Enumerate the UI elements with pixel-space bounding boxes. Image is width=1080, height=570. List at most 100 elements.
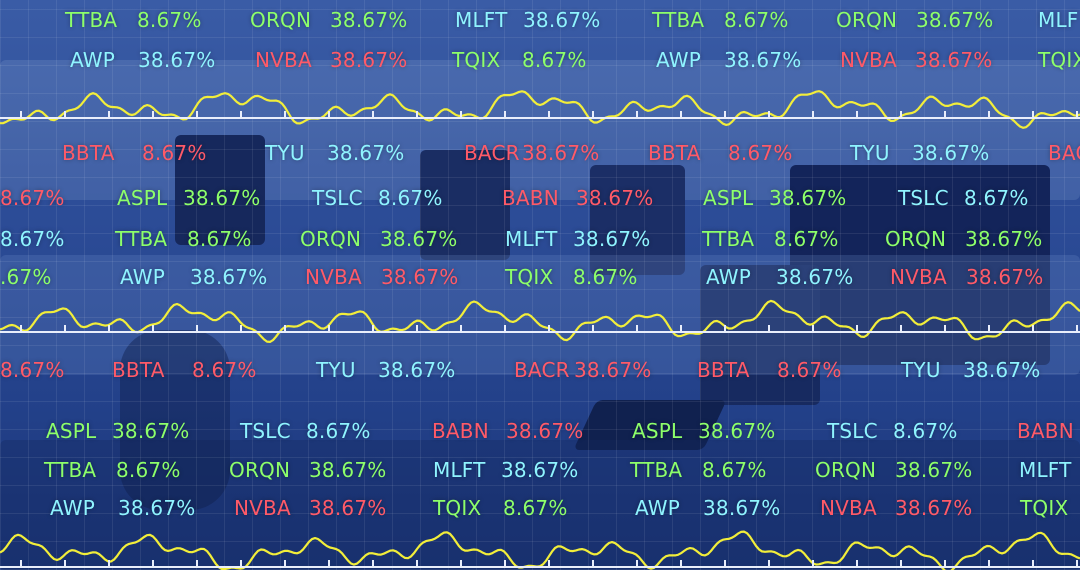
ticker-value: 38.67% [963, 358, 1041, 382]
ticker-value: 38.67% [916, 8, 994, 32]
ticker-item: BABN [1017, 419, 1074, 443]
ticker-symbol: TTBA [652, 8, 705, 32]
price-wave-line [0, 299, 1080, 343]
axis-tick [152, 560, 154, 567]
axis-tick [988, 325, 990, 332]
ticker-item: TTBA 8.67% [44, 458, 180, 482]
ticker-value: 38.67% [523, 8, 601, 32]
ticker-symbol: MLFT [433, 458, 486, 482]
ticker-item: MLFT [1019, 458, 1072, 482]
axis-tick [724, 111, 726, 118]
ticker-symbol: AWP [635, 496, 681, 520]
ticker-item: TSLC 8.67% [312, 186, 442, 210]
ticker-value: 8.67% [187, 227, 252, 251]
axis-tick [856, 325, 858, 332]
ticker-item: TYU 38.67% [316, 358, 455, 382]
ticker-symbol: AWP [50, 496, 96, 520]
ticker-value: 8.67% [893, 419, 958, 443]
ticker-value: 8.67% [137, 8, 202, 32]
ticker-item: AWP 38.67% [50, 496, 195, 520]
ticker-symbol: TYU [265, 141, 305, 165]
ticker-symbol: BABN [1017, 419, 1074, 443]
axis-tick [944, 111, 946, 118]
ticker-symbol: ORQN [300, 227, 362, 251]
ticker-symbol: BACR [464, 141, 520, 165]
ticker-value: 8.67% [192, 358, 257, 382]
axis-tick [548, 325, 550, 332]
ticker-item: NVBA 38.67% [820, 496, 972, 520]
ticker-value: 8.67% [306, 419, 371, 443]
ticker-item: TSLC 8.67% [240, 419, 370, 443]
axis-tick [460, 560, 462, 567]
ticker-item: BBTA 8.67% [112, 358, 256, 382]
ticker-value: 38.67% [574, 358, 652, 382]
ticker-symbol: TQIX [505, 265, 554, 289]
axis-tick [768, 560, 770, 567]
ticker-item: TQIX 8.67% [452, 48, 586, 72]
ticker-symbol: TQIX [1038, 48, 1080, 72]
ticker-symbol: AWP [70, 48, 116, 72]
ticker-value: 38.67% [895, 496, 973, 520]
desk-surface [0, 255, 1080, 375]
ticker-value: 38.67% [769, 186, 847, 210]
ticker-symbol: MLFT [455, 8, 508, 32]
ticker-symbol: TYU [316, 358, 356, 382]
ticker-symbol: MLF [1038, 8, 1079, 32]
axis-tick [680, 111, 682, 118]
axis-tick [196, 325, 198, 332]
axis-tick [768, 325, 770, 332]
ticker-item: MLF [1038, 8, 1079, 32]
ticker-symbol: TTBA [630, 458, 683, 482]
axis-tick [64, 325, 66, 332]
axis-tick [1032, 325, 1034, 332]
ticker-value: 38.67% [330, 48, 408, 72]
axis-tick [372, 111, 374, 118]
axis-tick [416, 111, 418, 118]
axis-tick [1032, 560, 1034, 567]
ticker-item: AWP 38.67% [706, 265, 853, 289]
axis-tick [504, 111, 506, 118]
ticker-item: AWP 38.67% [656, 48, 801, 72]
ticker-item: ASPL 38.67% [117, 186, 260, 210]
ticker-value: 8.67% [503, 496, 568, 520]
ticker-value: 8.67% [774, 227, 839, 251]
ticker-symbol: BACR [514, 358, 570, 382]
price-wave-line [0, 530, 1080, 570]
ticker-item: TTBA 8.67% [630, 458, 766, 482]
axis-tick [856, 560, 858, 567]
axis-tick [724, 325, 726, 332]
ticker-value: 38.67% [118, 496, 196, 520]
ticker-symbol: NVBA [305, 265, 362, 289]
ticker-item: TYU 38.67% [901, 358, 1040, 382]
ticker-symbol: BBTA [697, 358, 750, 382]
ticker-symbol: BBTA [112, 358, 165, 382]
axis-tick [372, 560, 374, 567]
ticker-symbol: MLFT [505, 227, 558, 251]
ticker-symbol: TTBA [115, 227, 168, 251]
ticker-value: 38.67% [381, 265, 459, 289]
ticker-value: 8.67% [522, 48, 587, 72]
ticker-item: TSLC 8.67% [898, 186, 1028, 210]
axis-tick [856, 111, 858, 118]
axis-tick [284, 325, 286, 332]
axis-tick [636, 325, 638, 332]
ticker-symbol: NVBA [255, 48, 312, 72]
ticker-symbol: ORQN [229, 458, 291, 482]
ticker-value: 38.67% [330, 8, 408, 32]
ticker-item: BABN 38.67% [502, 186, 653, 210]
ticker-item: ORQN 38.67% [300, 227, 457, 251]
chair [120, 330, 230, 510]
ticker-value: 38.67% [506, 419, 584, 443]
ticker-item: NVBA 38.67% [890, 265, 1043, 289]
ticker-value: 8.67% [777, 358, 842, 382]
axis-tick [108, 325, 110, 332]
ticker-value: 8.67% [0, 186, 65, 210]
ticker-item: TQIX 8.67% [433, 496, 567, 520]
ticker-symbol: ORQN [836, 8, 898, 32]
axis-tick [636, 560, 638, 567]
ticker-value: 38.67% [915, 48, 993, 72]
axis-tick [284, 111, 286, 118]
ticker-value: 38.67% [378, 358, 456, 382]
ticker-value: 8.67% [702, 458, 767, 482]
axis-tick [1076, 111, 1078, 118]
